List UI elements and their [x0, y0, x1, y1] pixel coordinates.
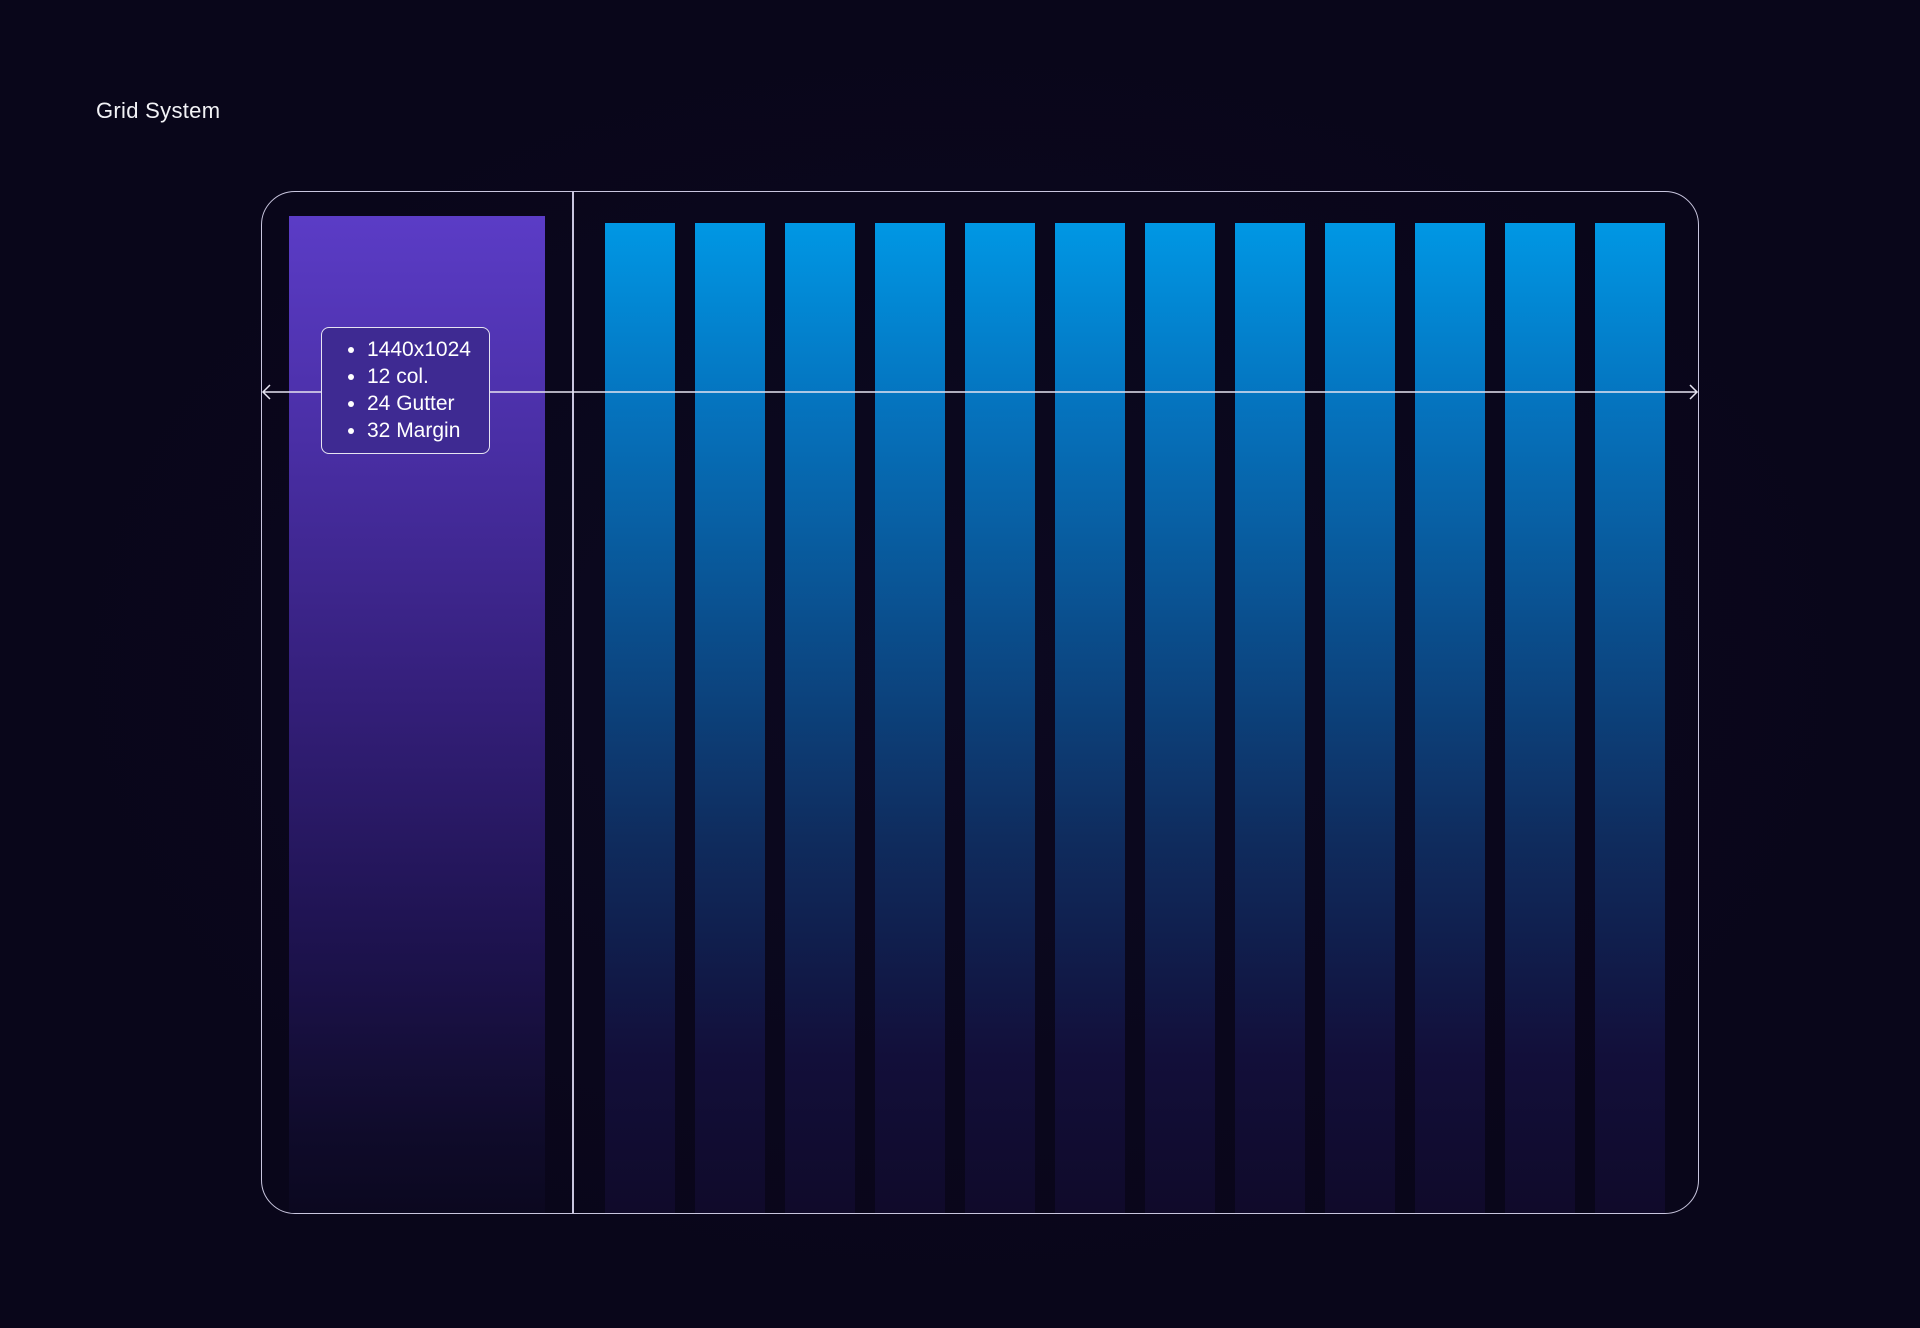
grid-column-6 [1055, 223, 1125, 1213]
spec-callout: 1440x1024 12 col. 24 Gutter 32 Margin [321, 327, 490, 454]
grid-columns [605, 223, 1665, 1213]
grid-column-10 [1415, 223, 1485, 1213]
width-measure-line [261, 384, 1699, 400]
grid-column-7 [1145, 223, 1215, 1213]
grid-column-8 [1235, 223, 1305, 1213]
grid-column-12 [1595, 223, 1665, 1213]
page-title: Grid System [96, 98, 221, 123]
grid-column-1 [605, 223, 675, 1213]
sidebar-divider [572, 192, 574, 1213]
grid-column-3 [785, 223, 855, 1213]
spec-item-size: 1440x1024 [367, 336, 489, 363]
grid-column-11 [1505, 223, 1575, 1213]
grid-column-5 [965, 223, 1035, 1213]
grid-column-9 [1325, 223, 1395, 1213]
grid-column-2 [695, 223, 765, 1213]
spec-item-margin: 32 Margin [367, 417, 489, 444]
spec-item-gutter: 24 Gutter [367, 390, 489, 417]
grid-frame [261, 191, 1699, 1214]
spec-list: 1440x1024 12 col. 24 Gutter 32 Margin [322, 336, 489, 444]
arrow-left-icon [261, 384, 271, 400]
grid-column-4 [875, 223, 945, 1213]
arrow-right-icon [1689, 384, 1699, 400]
spec-item-columns: 12 col. [367, 363, 489, 390]
